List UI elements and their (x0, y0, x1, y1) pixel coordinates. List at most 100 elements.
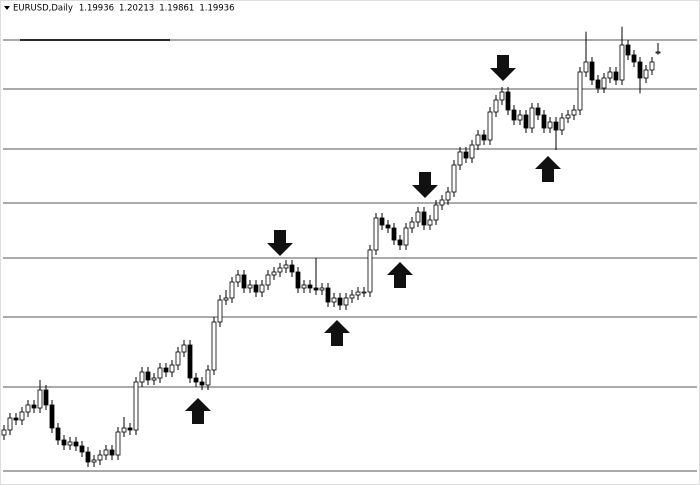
candle-body (1, 429, 7, 436)
candle-body (109, 449, 115, 456)
candle-body (571, 109, 577, 116)
candle-body (103, 449, 109, 456)
candle-body (43, 389, 49, 406)
up-arrow (185, 398, 211, 424)
candle-body (25, 404, 31, 413)
candle-body (175, 351, 181, 366)
header-value: 1.19936 (199, 4, 234, 14)
candle-body (595, 79, 601, 89)
candle-body (181, 344, 187, 353)
candle-body (229, 281, 235, 299)
candle-body (367, 249, 373, 293)
header-value: 1.19936 (79, 4, 114, 14)
candle-body (55, 427, 61, 441)
candle-body (457, 151, 463, 166)
candle-body (307, 284, 313, 289)
candle-body (235, 274, 241, 283)
candle-body (547, 121, 553, 129)
candle-body (115, 431, 121, 456)
candle-body (607, 71, 613, 79)
candle-body (583, 61, 589, 73)
candle-body (493, 99, 499, 113)
candle-body (73, 441, 79, 447)
candle-body (121, 427, 127, 433)
candle-body (553, 121, 559, 131)
header-value: 1.19861 (159, 4, 194, 14)
candle-body (343, 297, 349, 306)
up-arrow (387, 262, 413, 288)
candle-body (601, 77, 607, 89)
candle-body (241, 274, 247, 289)
candle-body (19, 411, 25, 421)
candle-body (469, 144, 475, 159)
candle-body (409, 221, 415, 229)
candle-body (433, 204, 439, 221)
candle-body (643, 69, 649, 79)
candle-body (13, 417, 19, 421)
candle-body (541, 114, 547, 129)
candle-body (139, 371, 145, 383)
chart-title: EURUSD,Daily (13, 4, 73, 14)
candle-body (301, 284, 307, 289)
candle-body (349, 294, 355, 299)
candle-body (385, 224, 391, 229)
candle-body (535, 107, 541, 116)
candle-body (79, 445, 85, 453)
candle-body (295, 271, 301, 289)
candle-body (97, 454, 103, 461)
candle-body (361, 291, 367, 294)
candle-body (619, 44, 625, 81)
candle-body (487, 111, 493, 141)
candle-body (421, 211, 427, 226)
candle-body (133, 381, 139, 431)
candle-body (625, 44, 631, 56)
candle-body (85, 451, 91, 463)
candle-body (271, 271, 277, 276)
candle-body (439, 199, 445, 206)
candle-body (313, 287, 319, 291)
down-arrow (267, 230, 293, 256)
candle-body (565, 114, 571, 119)
candle-body (529, 107, 535, 129)
candle-body (511, 109, 517, 121)
candle-body (481, 134, 487, 141)
candle-body (31, 404, 37, 409)
candle-body (157, 367, 163, 379)
candle-body (283, 264, 289, 269)
candle-body (91, 459, 97, 463)
candle-body (265, 274, 271, 286)
candle-body (127, 427, 133, 431)
candle-body (187, 344, 193, 379)
candle-body (151, 377, 157, 381)
up-arrow (324, 320, 350, 346)
candle-body (505, 91, 511, 111)
symbol-menu-icon[interactable] (4, 6, 10, 10)
candle-body (277, 267, 283, 273)
candle-body (193, 377, 199, 383)
candle-body (463, 151, 469, 159)
candle-body (253, 284, 259, 293)
candle-body (67, 441, 73, 446)
candle-body (649, 61, 655, 71)
candle-body (517, 114, 523, 121)
levels (3, 39, 697, 472)
up-arrow (535, 156, 561, 182)
candle-body (145, 371, 151, 381)
candle-body (379, 217, 385, 226)
candle-body (589, 61, 595, 81)
candle-body (223, 297, 229, 301)
candle-body (655, 51, 661, 54)
header-value: 1.20213 (119, 4, 154, 14)
candle-body (391, 227, 397, 241)
candle-body (355, 291, 361, 296)
candle-body (613, 71, 619, 81)
candle-body (169, 364, 175, 373)
down-arrow (412, 172, 438, 198)
candle-body (49, 404, 55, 429)
candle-body (163, 367, 169, 373)
candle-body (211, 321, 217, 371)
candle-body (319, 287, 325, 291)
candle-body (559, 117, 565, 131)
candle-body (325, 287, 331, 303)
